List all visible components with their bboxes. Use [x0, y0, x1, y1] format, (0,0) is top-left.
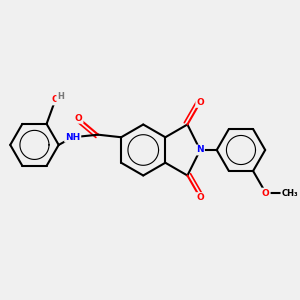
- Text: CH₃: CH₃: [281, 189, 298, 198]
- Text: O: O: [196, 193, 204, 202]
- Text: O: O: [51, 95, 59, 104]
- Text: N: N: [196, 146, 204, 154]
- Text: O: O: [196, 98, 204, 107]
- Text: H: H: [57, 92, 64, 101]
- Text: O: O: [262, 189, 270, 198]
- Text: NH: NH: [65, 133, 80, 142]
- Text: O: O: [75, 114, 83, 123]
